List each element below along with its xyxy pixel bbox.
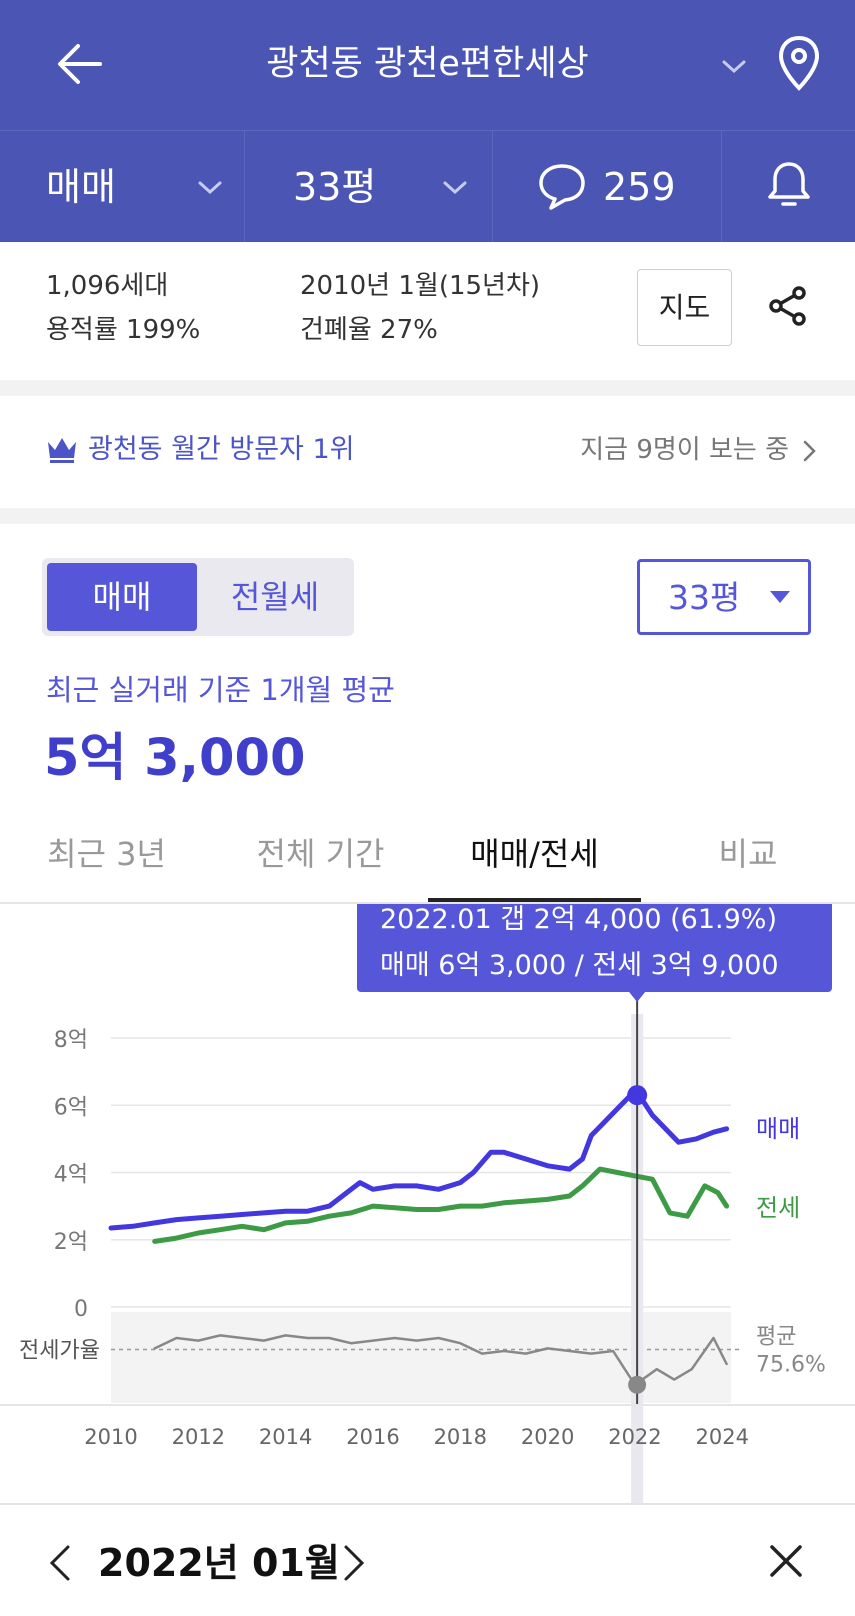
legend-jeonse: 전세 — [756, 1194, 800, 1222]
bell-icon — [768, 162, 810, 206]
tooltip-box — [357, 904, 832, 992]
x-tick-label: 2018 — [434, 1425, 487, 1449]
x-tick-label: 2010 — [84, 1425, 137, 1449]
y-tick-label: 6억 — [54, 1095, 88, 1120]
selected-sale-marker — [627, 1085, 648, 1106]
ratio-axis-label: 전세가율 — [19, 1338, 100, 1363]
chevron-down-icon — [443, 181, 467, 195]
divider — [0, 380, 855, 396]
series-line-jeonse — [152, 1166, 730, 1244]
x-tick-label: 2022 — [608, 1425, 661, 1449]
x-tick-label: 2012 — [172, 1425, 225, 1449]
location-pin-icon[interactable] — [775, 34, 823, 94]
y-tick-label: 4억 — [54, 1163, 88, 1188]
chevron-down-icon — [198, 181, 222, 195]
divider — [0, 508, 855, 524]
chevron-right-icon[interactable] — [342, 1543, 366, 1583]
comment-count: 259 — [603, 165, 676, 209]
tooltip-line-1: 2022.01 갭 2억 4,000 (61.9%) — [380, 904, 777, 935]
x-tick-label: 2014 — [259, 1425, 312, 1449]
tab-all-period[interactable]: 전체 기간 — [256, 835, 385, 873]
tab-recent-3-years[interactable]: 최근 3년 — [47, 835, 166, 873]
series-line-ratio — [153, 1334, 728, 1387]
divider — [0, 1503, 855, 1505]
month-navigator: 2022년 01월 — [0, 1505, 855, 1616]
back-arrow-icon[interactable] — [52, 36, 108, 92]
apartment-title[interactable]: 광천동 광천e편한세상 — [266, 44, 589, 84]
active-tab-indicator — [428, 898, 641, 902]
floor-area-ratio: 용적률 199% — [46, 315, 201, 345]
visitor-rank-banner[interactable]: 광천동 월간 방문자 1위 지금 9명이 보는 중 — [0, 396, 855, 508]
legend-sale: 매매 — [756, 1115, 800, 1143]
size-label: 33평 — [293, 165, 377, 209]
rank-text: 광천동 월간 방문자 1위 — [88, 434, 355, 465]
ratio-band — [111, 1312, 731, 1403]
map-button[interactable]: 지도 — [637, 269, 732, 346]
current-viewers: 지금 9명이 보는 중 — [580, 435, 789, 465]
caret-down-icon — [770, 591, 790, 603]
x-tick-label: 2016 — [346, 1425, 399, 1449]
tab-sale-jeonse[interactable]: 매매/전세 — [470, 835, 599, 873]
built-date: 2010년 1월(15년차) — [300, 271, 541, 301]
y-tick-label: 2억 — [54, 1230, 88, 1255]
x-tick-label: 2024 — [696, 1425, 749, 1449]
notification-button[interactable] — [722, 131, 855, 243]
crown-icon — [48, 438, 76, 463]
tooltip-line-2: 매매 6억 3,000 / 전세 3억 9,000 — [380, 950, 779, 981]
avg-label: 평균 — [756, 1324, 796, 1349]
deal-segment-control: 매매 전월세 — [42, 558, 354, 636]
size-dropdown[interactable]: 33평 — [637, 559, 811, 635]
tab-compare[interactable]: 비교 — [718, 835, 778, 873]
tooltip-pointer — [629, 992, 646, 1002]
chevron-left-icon[interactable] — [48, 1543, 72, 1583]
avg-value: 75.6% — [756, 1352, 826, 1377]
segment-sale[interactable]: 매매 — [47, 563, 197, 631]
filter-bar: 매매 33평 259 — [0, 130, 855, 243]
selected-ratio-marker — [628, 1375, 647, 1394]
y-tick-label: 8억 — [54, 1028, 88, 1053]
chart-tabs: 최근 3년 전체 기간 매매/전세 비교 — [0, 812, 855, 904]
household-count: 1,096세대 — [46, 271, 169, 301]
speech-bubble-icon — [539, 164, 585, 210]
deal-type-label: 매매 — [46, 165, 116, 209]
comments-button[interactable]: 259 — [493, 131, 722, 243]
top-app-bar: 광천동 광천e편한세상 — [0, 0, 855, 130]
close-icon[interactable] — [768, 1543, 804, 1579]
chevron-right-icon — [803, 440, 816, 462]
x-tick-label: 2020 — [521, 1425, 574, 1449]
avg-price-label: 최근 실거래 기준 1개월 평균 — [46, 673, 395, 707]
chevron-down-icon[interactable] — [718, 50, 750, 82]
building-coverage-ratio: 건폐율 27% — [300, 315, 438, 345]
deal-type-selector[interactable]: 매매 — [0, 131, 245, 243]
size-dropdown-label: 33평 — [668, 578, 741, 617]
share-icon[interactable] — [766, 284, 810, 328]
avg-price-value: 5억 3,000 — [44, 729, 306, 788]
selected-month: 2022년 01월 — [98, 1541, 340, 1585]
size-selector[interactable]: 33평 — [245, 131, 493, 243]
y-tick-label: 0 — [74, 1297, 88, 1322]
segment-rent[interactable]: 전월세 — [230, 578, 320, 616]
complex-info: 1,096세대 용적률 199% 2010년 1월(15년차) 건폐율 27% … — [0, 242, 855, 380]
